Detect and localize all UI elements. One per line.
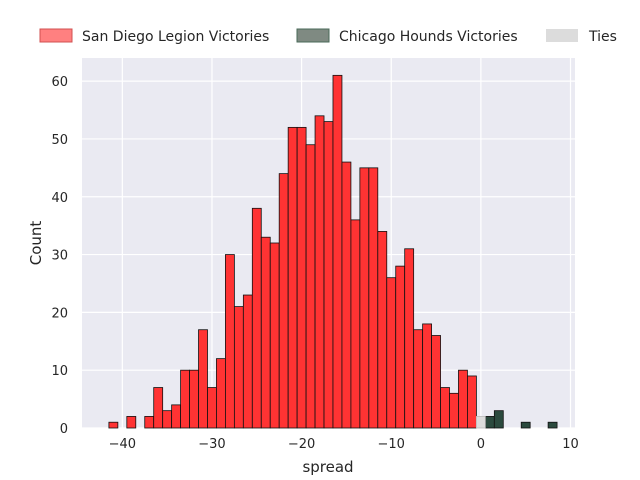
y-tick-label: 50 xyxy=(51,133,68,148)
x-tick-label: 0 xyxy=(477,437,485,452)
histogram-bar xyxy=(126,416,137,429)
histogram-bar xyxy=(440,387,450,429)
histogram-bar xyxy=(422,323,432,429)
histogram-bar xyxy=(395,265,406,429)
histogram-bar xyxy=(171,404,182,429)
histogram-bar xyxy=(144,416,155,429)
legend: San Diego Legion Victories Chicago Hound… xyxy=(39,28,617,45)
histogram-bar xyxy=(189,369,199,429)
histogram-bar xyxy=(108,421,119,429)
y-tick-label: 10 xyxy=(51,364,68,379)
histogram-bar xyxy=(359,167,370,429)
histogram-bar xyxy=(493,410,504,429)
histogram-bar xyxy=(431,335,441,429)
histogram-bar xyxy=(242,294,253,429)
histogram-bar xyxy=(377,231,388,429)
x-tick-label: 10 xyxy=(562,437,579,452)
histogram-bar xyxy=(332,74,343,429)
histogram-bar xyxy=(314,115,325,429)
histogram-bar xyxy=(386,277,397,429)
histogram-bar xyxy=(449,392,459,429)
histogram-bar xyxy=(368,167,379,429)
histogram-bar xyxy=(296,126,307,429)
y-tick-label: 60 xyxy=(51,75,68,90)
x-tick-label: −30 xyxy=(198,437,225,452)
histogram-bar xyxy=(475,416,486,429)
histogram-bar xyxy=(287,126,298,429)
histogram-bar xyxy=(323,121,334,429)
histogram-bar xyxy=(484,416,495,429)
histogram-bar xyxy=(251,207,262,429)
legend-swatch-ties xyxy=(546,29,578,42)
histogram-bar xyxy=(404,248,415,429)
histogram-bar xyxy=(547,421,558,429)
histogram-bar xyxy=(225,254,235,429)
histogram-bar xyxy=(207,387,217,429)
y-axis-label: Count xyxy=(27,221,45,266)
x-tick-label: −20 xyxy=(288,437,315,452)
histogram-bar xyxy=(233,306,244,429)
y-tick-labels: 0 10 20 30 40 50 60 xyxy=(51,75,68,437)
histogram-bar xyxy=(153,387,164,429)
histogram-bar xyxy=(216,358,226,429)
x-tick-labels: −40 −30 −20 −10 0 10 xyxy=(109,437,579,452)
histogram-bar xyxy=(341,161,352,429)
y-tick-label: 30 xyxy=(51,249,68,264)
y-tick-label: 0 xyxy=(60,422,68,437)
histogram-bar xyxy=(305,144,316,429)
x-tick-label: −10 xyxy=(378,437,405,452)
legend-label-chicago: Chicago Hounds Victories xyxy=(339,29,518,45)
histogram-bar xyxy=(458,369,468,429)
bars xyxy=(108,74,558,429)
histogram-bar xyxy=(269,242,280,429)
y-tick-label: 20 xyxy=(51,306,68,321)
x-tick-label: −40 xyxy=(109,437,136,452)
histogram-bar xyxy=(180,369,190,429)
histogram-bar xyxy=(413,329,424,429)
y-tick-label: 40 xyxy=(51,191,68,206)
legend-swatch-chicago xyxy=(296,28,330,43)
histogram-bar xyxy=(520,421,531,429)
histogram-bar xyxy=(198,329,208,429)
legend-label-ties: Ties xyxy=(588,29,617,45)
histogram-bar xyxy=(350,219,361,429)
histogram-bar xyxy=(260,236,271,429)
legend-label-san-diego: San Diego Legion Victories xyxy=(82,29,269,45)
legend-swatch-san-diego xyxy=(39,28,73,43)
histogram-bar xyxy=(278,173,289,429)
x-axis-label: spread xyxy=(302,458,353,476)
histogram-bar xyxy=(162,410,173,429)
histogram-bar xyxy=(467,375,477,429)
